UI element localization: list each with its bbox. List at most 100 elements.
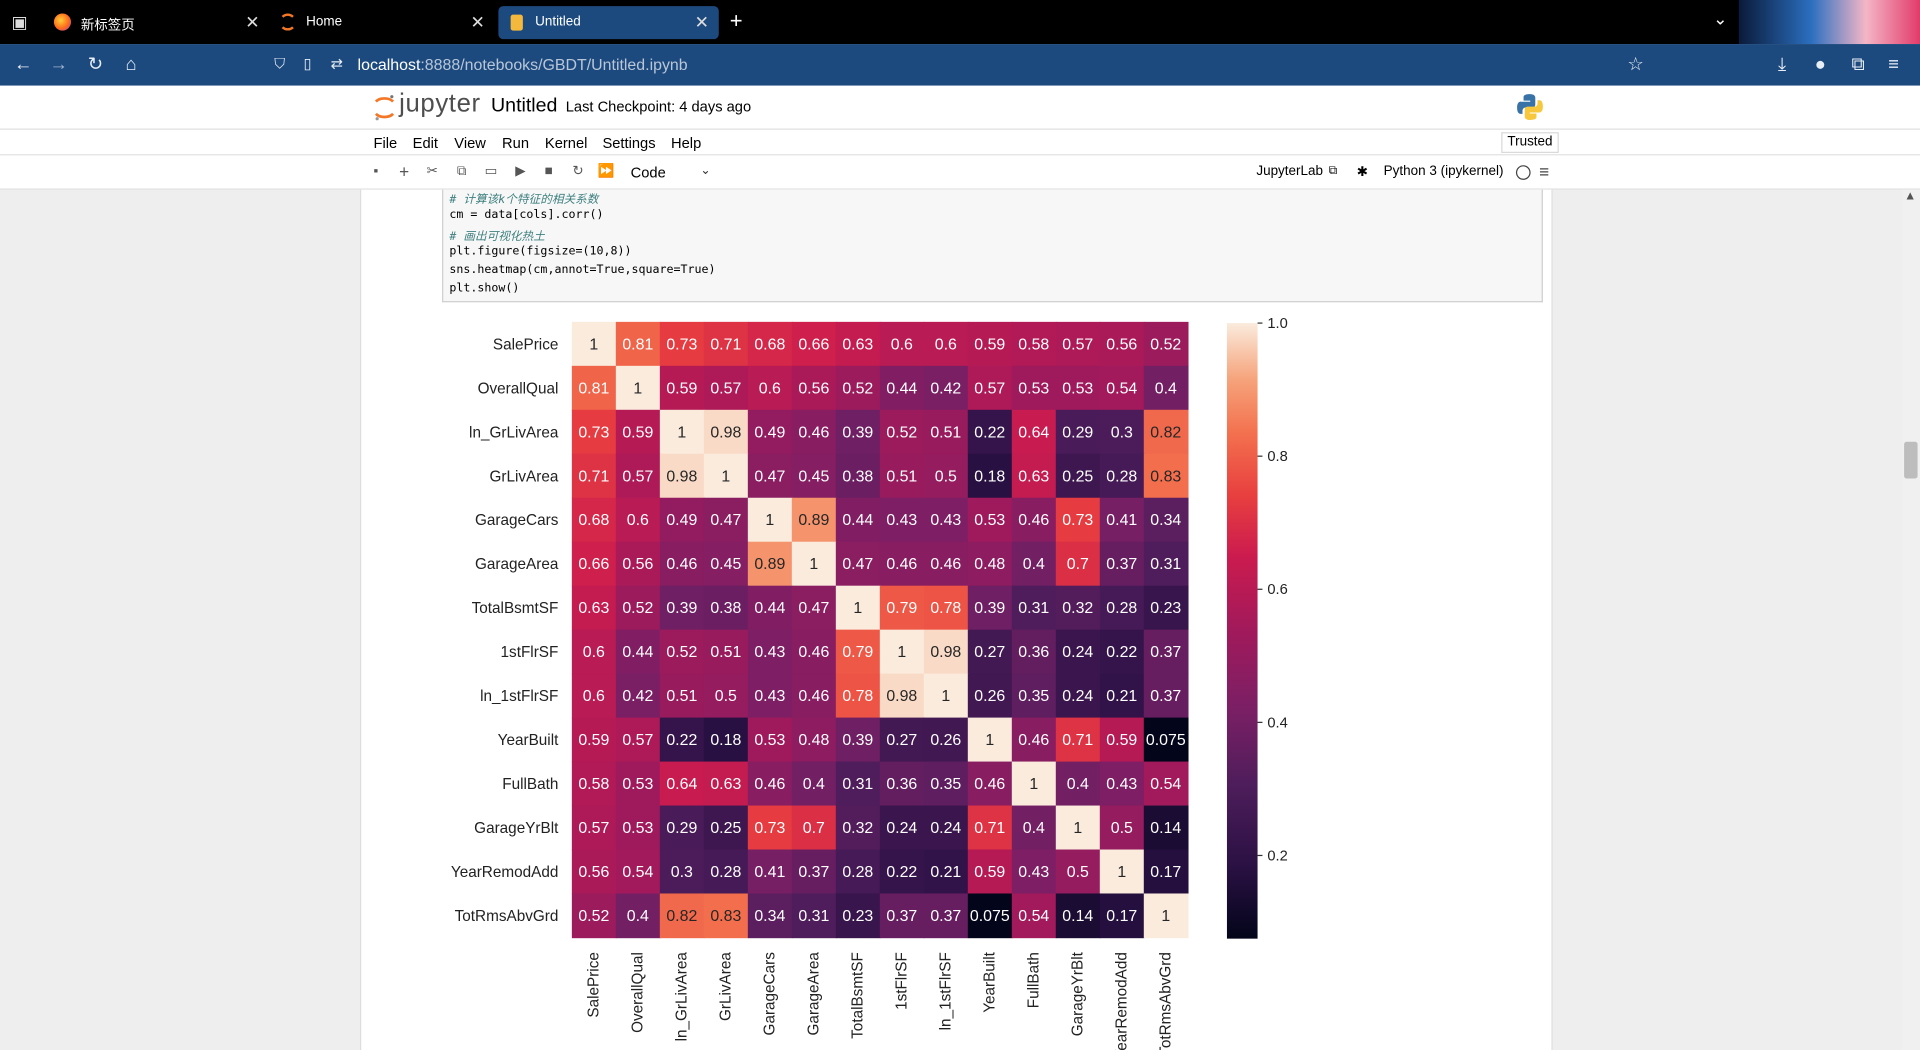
column-label: GarageCars [762, 952, 779, 1036]
heatmap-cell-label: 0.39 [666, 600, 697, 617]
heatmap-cell [1055, 453, 1101, 499]
heatmap-cell [967, 893, 1013, 939]
close-tab-icon[interactable]: ✕ [694, 12, 709, 32]
fast-forward-icon[interactable]: ⏩ [597, 163, 615, 179]
heatmap-cell [791, 541, 837, 587]
run-icon[interactable]: ▶ [515, 163, 526, 179]
column-label: GarageArea [806, 952, 823, 1036]
extensions-icon[interactable]: ⧉ [1851, 53, 1865, 75]
heatmap-cell [835, 761, 881, 807]
jupyter-logo-text[interactable]: jupyter [399, 89, 481, 118]
heatmap-cell [747, 805, 793, 851]
heatmap-cell-label: 0.46 [798, 644, 829, 661]
add-cell-icon[interactable]: + [399, 161, 410, 182]
heatmap-cell [923, 805, 969, 851]
heatmap-cell [879, 541, 925, 587]
trusted-badge[interactable]: Trusted [1501, 132, 1559, 153]
paste-icon[interactable]: ▭ [484, 163, 498, 179]
heatmap-cell [879, 805, 925, 851]
kernel-name[interactable]: Python 3 (ipykernel) [1383, 163, 1504, 179]
url-path: :8888/notebooks/GBDT/Untitled.ipynb [420, 55, 688, 74]
heatmap-cell-label: 0.43 [1018, 864, 1049, 881]
home-icon[interactable]: ⌂ [125, 53, 137, 75]
stop-icon[interactable]: ■ [544, 163, 553, 179]
heatmap-cell-label: 0.48 [974, 556, 1005, 573]
url-bar[interactable]: localhost:8888/notebooks/GBDT/Untitled.i… [358, 55, 688, 73]
page-icon[interactable]: ▯ [303, 55, 312, 73]
column-label: FullBath [1026, 952, 1043, 1008]
menu-edit[interactable]: Edit [412, 134, 438, 152]
heatmap-cell [879, 717, 925, 763]
row-label: TotalBsmtSF [472, 600, 559, 617]
external-link-icon[interactable]: ⧉ [1328, 163, 1338, 178]
heatmap-cell-label: 1 [589, 336, 598, 353]
heatmap-cell-label: 1 [1029, 776, 1038, 793]
heatmap-cell [835, 849, 881, 895]
page-scrollbar[interactable]: ▲ [1901, 189, 1920, 1050]
colorbar-tick-label: 0.2 [1267, 848, 1287, 864]
chevron-down-icon[interactable]: ⌄ [700, 163, 711, 178]
menu-help[interactable]: Help [671, 134, 702, 152]
cell-type-select[interactable]: Code [630, 163, 666, 182]
heatmap-cell [615, 585, 661, 631]
jupyter-logo-icon[interactable] [373, 94, 395, 121]
close-tab-icon[interactable]: ✕ [245, 12, 260, 32]
firefox-icon [53, 13, 72, 31]
back-arrow-icon[interactable]: ← [14, 53, 33, 75]
heatmap-cell-label: 1 [1073, 820, 1082, 837]
heatmap-cell [1143, 541, 1189, 587]
heatmap-cell-label: 0.59 [974, 336, 1005, 353]
new-tab-icon[interactable]: + [729, 8, 743, 34]
heatmap-cell-label: 0.44 [622, 644, 653, 661]
menu-icon[interactable]: ≡ [1888, 53, 1899, 75]
heatmap-cell-label: 0.59 [578, 732, 609, 749]
menu-file[interactable]: File [373, 134, 398, 152]
heatmap-cell-label: 0.56 [1106, 336, 1137, 353]
copy-icon[interactable]: ⧉ [456, 163, 467, 179]
code-cell[interactable]: # 计算该k个特征的相关系数 cm = data[cols].corr() # … [442, 189, 1543, 303]
heatmap-cell-label: 1 [677, 424, 686, 441]
heatmap-cell [879, 849, 925, 895]
heatmap-cell [923, 497, 969, 543]
menu-settings[interactable]: Settings [602, 134, 656, 152]
menu-run[interactable]: Run [502, 134, 530, 152]
colorbar-tick-label: 0.6 [1267, 582, 1287, 598]
close-tab-icon[interactable]: ✕ [470, 12, 485, 32]
heatmap-cell-label: 0.56 [578, 864, 609, 881]
heatmap-cell-label: 1 [721, 468, 730, 485]
debugger-icon[interactable]: ✱ [1356, 165, 1369, 180]
reload-icon[interactable]: ↻ [87, 53, 104, 75]
scroll-up-icon[interactable]: ▲ [1904, 189, 1917, 204]
chevron-down-icon[interactable]: ⌄ [1713, 8, 1728, 29]
heatmap-cell [1055, 365, 1101, 411]
download-icon[interactable]: ⤓ [1777, 53, 1787, 75]
heatmap-cell-label: 0.57 [974, 380, 1005, 397]
shield-icon[interactable]: ⛉ [274, 55, 286, 73]
heatmap-cell-label: 0.66 [798, 336, 829, 353]
tab-list-icon[interactable]: ▣ [11, 12, 28, 32]
heatmap-cell [1099, 321, 1145, 367]
restart-icon[interactable]: ↻ [572, 163, 584, 179]
hamburger-menu-icon[interactable]: ≡ [1539, 161, 1550, 182]
forward-arrow-icon[interactable]: → [49, 53, 68, 75]
heatmap-cell-label: 0.35 [930, 776, 961, 793]
heatmap-cell [879, 761, 925, 807]
menu-view[interactable]: View [454, 134, 486, 152]
notebook-title[interactable]: Untitled [491, 95, 558, 117]
scroll-thumb[interactable] [1904, 441, 1918, 479]
heatmap-cell-label: 0.46 [974, 776, 1005, 793]
tab-new-tab[interactable]: 新标签页 ✕ [44, 6, 269, 39]
tab-home[interactable]: Home ✕ [269, 6, 494, 39]
cut-icon[interactable]: ✂ [426, 163, 438, 179]
jupyterlab-link[interactable]: JupyterLab [1256, 163, 1323, 179]
tab-untitled[interactable]: Untitled ✕ [498, 6, 719, 40]
heatmap-cell-label: 0.59 [666, 380, 697, 397]
account-icon[interactable]: ● [1814, 53, 1826, 75]
save-icon[interactable]: ▪ [373, 163, 379, 179]
connection-icon[interactable]: ⇄ [330, 55, 343, 73]
menu-kernel[interactable]: Kernel [544, 134, 588, 152]
bookmark-star-icon[interactable]: ☆ [1627, 53, 1644, 75]
heatmap-cell-label: 0.5 [1067, 864, 1089, 881]
heatmap-cell [659, 321, 705, 367]
tab-label: 新标签页 [80, 18, 135, 34]
